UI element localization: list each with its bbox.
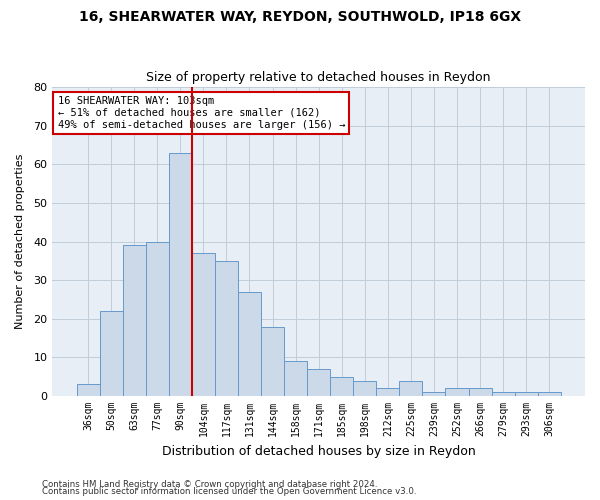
- Bar: [422, 392, 445, 396]
- Title: Size of property relative to detached houses in Reydon: Size of property relative to detached ho…: [146, 72, 491, 85]
- Bar: [538, 392, 561, 396]
- Text: Contains HM Land Registry data © Crown copyright and database right 2024.: Contains HM Land Registry data © Crown c…: [42, 480, 377, 489]
- Bar: [284, 362, 307, 396]
- Bar: [238, 292, 261, 396]
- Bar: [376, 388, 400, 396]
- Bar: [469, 388, 491, 396]
- Bar: [261, 326, 284, 396]
- Bar: [515, 392, 538, 396]
- Text: Contains public sector information licensed under the Open Government Licence v3: Contains public sector information licen…: [42, 488, 416, 496]
- Text: 16, SHEARWATER WAY, REYDON, SOUTHWOLD, IP18 6GX: 16, SHEARWATER WAY, REYDON, SOUTHWOLD, I…: [79, 10, 521, 24]
- Bar: [330, 376, 353, 396]
- Bar: [445, 388, 469, 396]
- Bar: [400, 380, 422, 396]
- Bar: [146, 242, 169, 396]
- X-axis label: Distribution of detached houses by size in Reydon: Distribution of detached houses by size …: [162, 444, 476, 458]
- Bar: [169, 152, 192, 396]
- Bar: [307, 369, 330, 396]
- Bar: [77, 384, 100, 396]
- Bar: [215, 261, 238, 396]
- Bar: [353, 380, 376, 396]
- Bar: [491, 392, 515, 396]
- Bar: [192, 253, 215, 396]
- Y-axis label: Number of detached properties: Number of detached properties: [15, 154, 25, 329]
- Bar: [122, 246, 146, 396]
- Text: 16 SHEARWATER WAY: 103sqm
← 51% of detached houses are smaller (162)
49% of semi: 16 SHEARWATER WAY: 103sqm ← 51% of detac…: [58, 96, 345, 130]
- Bar: [100, 311, 122, 396]
